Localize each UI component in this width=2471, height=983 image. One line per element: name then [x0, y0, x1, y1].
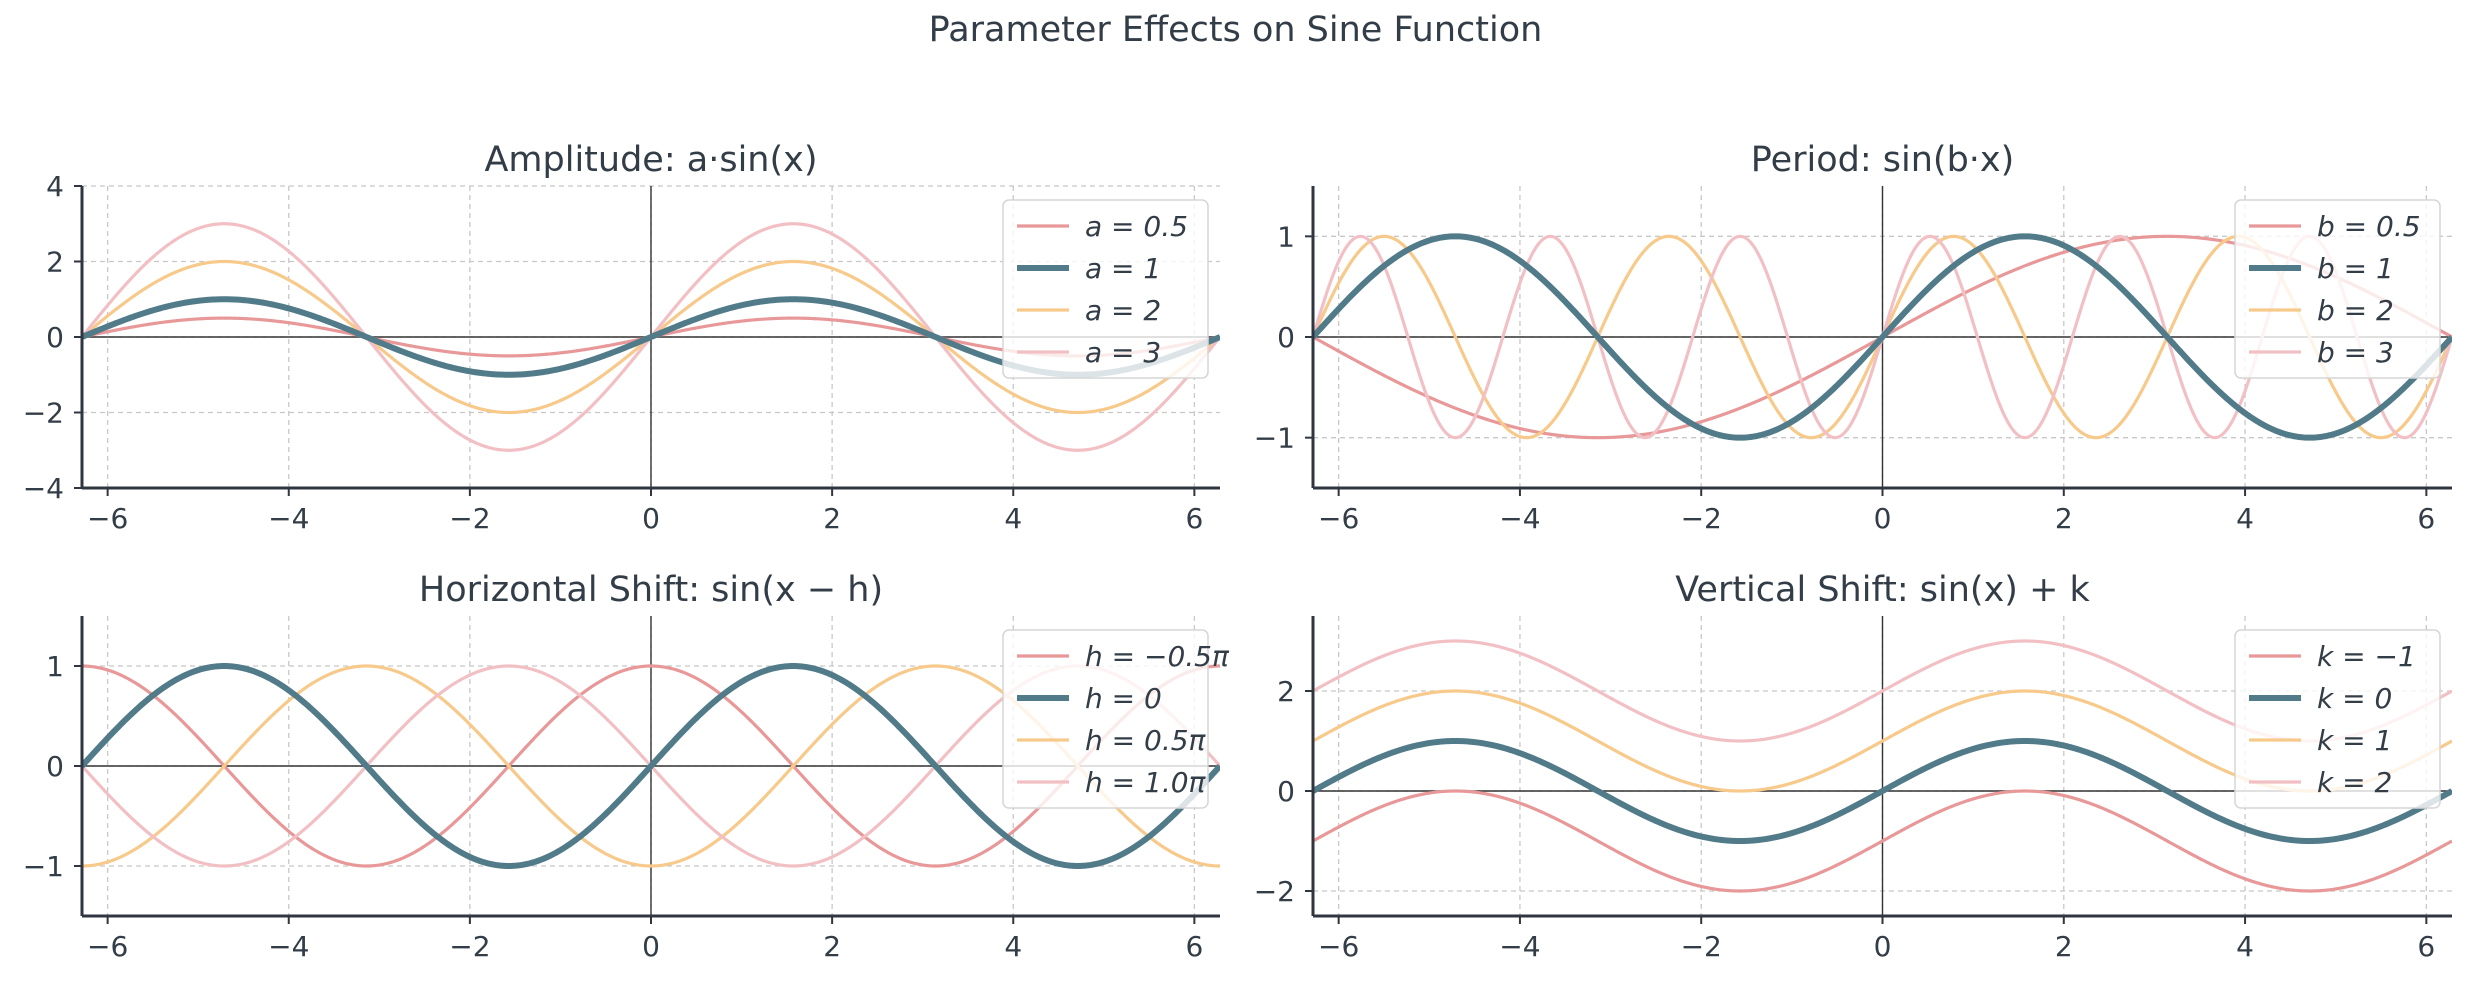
x-tick-label: 6 [1185, 502, 1203, 535]
x-tick-label: −6 [1318, 502, 1359, 535]
x-tick-label: 0 [642, 930, 660, 963]
series-line-1 [1313, 789, 2452, 893]
x-tick-label: 6 [2417, 502, 2435, 535]
x-tick-label: 4 [1004, 930, 1022, 963]
x-tick-label: 4 [1004, 502, 1022, 535]
x-tick-label: −4 [1499, 502, 1540, 535]
legend-label: k = 1 [2317, 724, 2392, 757]
y-tick-label: −1 [1254, 422, 1295, 455]
x-tick-label: −2 [449, 502, 490, 535]
legend-label: b = 2 [2317, 294, 2394, 327]
y-tick-label: 0 [46, 321, 64, 354]
subplot-3: −6 −4 −2 0 2 4 6 −1 0 1 Horizontal Shift: sin(x − … [23, 570, 1230, 963]
y-tick-label: 4 [46, 170, 64, 203]
legend-label: h = −0.5π [1085, 640, 1230, 673]
x-tick-label: 0 [1874, 930, 1892, 963]
series-line-2 [1313, 233, 2452, 441]
legend-box [2234, 199, 2441, 379]
legend: b = 0.5 b = 1 b = 2 b = 3 [2234, 199, 2441, 379]
subplot-title: Amplitude: a·sin(x) [484, 140, 817, 180]
x-tick-label: 2 [823, 930, 841, 963]
legend: h = −0.5π h = 0 h = 0.5π h = 1.0π [1002, 629, 1230, 809]
y-tick-label: −2 [1254, 875, 1295, 908]
legend-label: b = 0.5 [2317, 210, 2421, 243]
x-tick-label: −4 [268, 930, 309, 963]
legend-label: h = 0 [1085, 682, 1162, 715]
x-tick-label: −6 [1318, 930, 1359, 963]
x-tick-label: 4 [2236, 502, 2254, 535]
y-tick-label: 0 [1277, 775, 1295, 808]
subplot-4: −6 −4 −2 0 2 4 6 −2 0 2 Vertical Shift: sin(x) + k… [1254, 570, 2452, 963]
legend-label: a = 0.5 [1085, 210, 1188, 243]
legend-label: a = 2 [1085, 294, 1161, 327]
y-tick-label: −2 [23, 397, 64, 430]
x-tick-label: 2 [2055, 502, 2073, 535]
figure-title: Parameter Effects on Sine Function [928, 10, 1543, 50]
legend-label: a = 1 [1085, 252, 1161, 285]
series-line-1 [82, 664, 1220, 868]
subplot-title: Period: sin(b·x) [1751, 140, 2015, 180]
legend-label: a = 3 [1085, 336, 1161, 369]
legend: a = 0.5 a = 1 a = 2 a = 3 [1002, 199, 1209, 379]
x-tick-label: 0 [642, 502, 660, 535]
x-tick-label: −6 [87, 930, 128, 963]
series-line-2 [1313, 738, 2452, 844]
subplot-title: Vertical Shift: sin(x) + k [1675, 570, 2090, 610]
legend-box [1002, 629, 1209, 809]
legend-label: k = −1 [2317, 640, 2416, 673]
x-tick-label: −2 [449, 930, 490, 963]
legend-label: b = 3 [2317, 336, 2394, 369]
series-line-2 [82, 663, 1220, 869]
x-tick-label: 4 [2236, 930, 2254, 963]
y-tick-label: 0 [46, 750, 64, 783]
y-tick-label: 1 [46, 650, 64, 683]
y-tick-label: 2 [1277, 675, 1295, 708]
x-tick-label: 2 [2055, 930, 2073, 963]
x-tick-label: −2 [1681, 930, 1722, 963]
legend-label: h = 0.5π [1085, 724, 1207, 757]
x-tick-label: −2 [1681, 502, 1722, 535]
legend-box [1002, 199, 1209, 379]
x-tick-label: −4 [1499, 930, 1540, 963]
y-tick-label: 2 [46, 246, 64, 279]
x-tick-label: 6 [1185, 930, 1203, 963]
legend: k = −1 k = 0 k = 1 k = 2 [2234, 629, 2441, 809]
legend-label: b = 1 [2317, 252, 2394, 285]
y-tick-label: −4 [23, 472, 64, 505]
y-tick-label: −1 [23, 850, 64, 883]
y-tick-label: 0 [1277, 321, 1295, 354]
legend-label: h = 1.0π [1085, 766, 1207, 799]
subplot-title: Horizontal Shift: sin(x − h) [419, 570, 883, 610]
x-tick-label: 0 [1874, 502, 1892, 535]
x-tick-label: 6 [2417, 930, 2435, 963]
x-tick-label: 2 [823, 502, 841, 535]
y-tick-label: 1 [1277, 220, 1295, 253]
subplot-1: −6 −4 −2 0 2 4 6 −4 −2 0 2 4 Amplitude: a·sin(x) a = … [23, 140, 1220, 535]
legend-label: k = 2 [2317, 766, 2392, 799]
x-tick-label: −6 [87, 502, 128, 535]
legend-box [2234, 629, 2441, 809]
legend-label: k = 0 [2317, 682, 2392, 715]
x-tick-label: −4 [268, 502, 309, 535]
